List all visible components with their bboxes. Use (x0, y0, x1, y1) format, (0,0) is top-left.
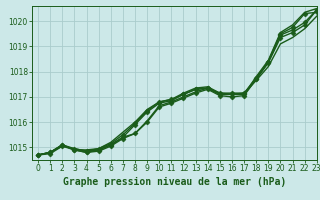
X-axis label: Graphe pression niveau de la mer (hPa): Graphe pression niveau de la mer (hPa) (63, 177, 286, 187)
